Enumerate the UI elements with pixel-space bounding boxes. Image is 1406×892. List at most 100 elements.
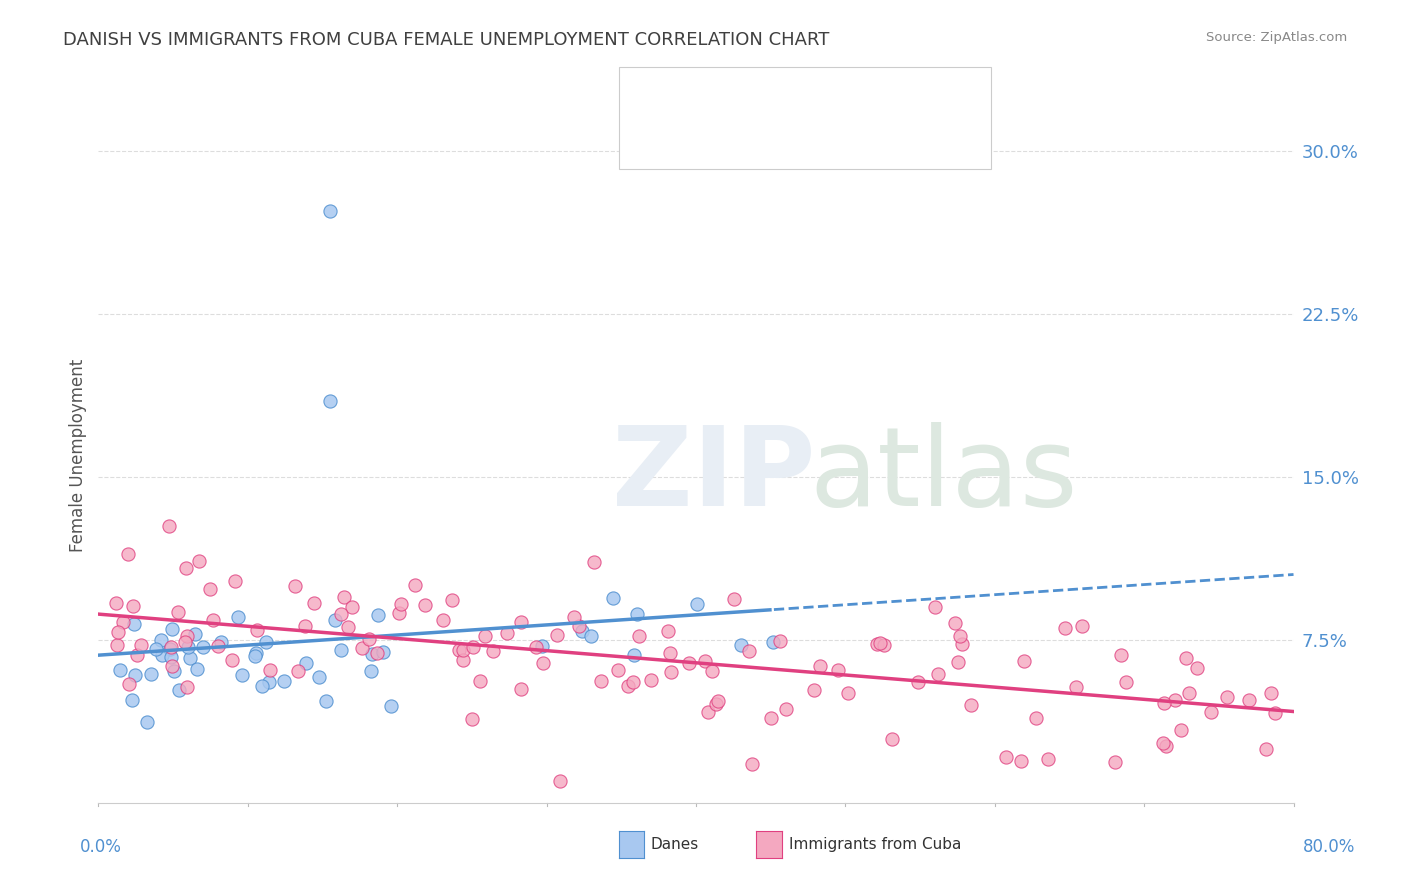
Point [159,641,181,656]
Point [366,646,388,660]
Text: 0.0%: 0.0% [80,838,122,855]
Point [1104,755,1126,769]
Point [1010,754,1032,768]
Point [231,668,253,682]
Point [184,627,207,641]
Point [173,635,195,649]
Point [775,702,797,716]
Point [257,675,280,690]
Point [602,591,624,605]
Point [187,554,209,568]
Point [367,608,389,623]
Point [738,644,761,658]
Point [882,732,904,747]
Point [548,774,571,789]
Point [995,750,1018,764]
Point [129,639,152,653]
Point [907,674,929,689]
Point [202,613,225,627]
Point [741,756,763,771]
Point [254,635,277,649]
Point [360,647,382,661]
Point [1170,723,1192,737]
Point [640,673,662,688]
Point [105,596,128,610]
Text: 0.136: 0.136 [721,87,772,105]
Text: atlas: atlas [810,422,1078,529]
Point [107,625,129,640]
Text: Source: ZipAtlas.com: Source: ZipAtlas.com [1206,31,1347,45]
Point [1153,696,1175,710]
Point [571,624,593,639]
Point [245,646,267,660]
Point [319,393,342,408]
Point [1264,706,1286,720]
Point [124,668,146,682]
Point [453,643,475,657]
Point [1152,736,1174,750]
Point [259,663,281,677]
Point [730,638,752,652]
Point [294,619,316,633]
Point [827,663,849,677]
Point [1036,752,1059,766]
Point [531,656,554,670]
Point [112,615,135,630]
Point [621,674,644,689]
Point [404,578,426,592]
Point [360,664,382,678]
Point [174,560,197,574]
Point [176,629,198,643]
Point [707,694,730,708]
Point [607,663,630,677]
Point [866,637,889,651]
Point [1115,674,1137,689]
Point [950,637,973,651]
Point [150,632,173,647]
Point [160,659,183,673]
Point [352,640,374,655]
Point [160,649,183,664]
Point [546,628,568,642]
Point [141,667,163,681]
Point [287,664,309,678]
Point [702,664,724,678]
Point [359,632,381,647]
Point [1066,680,1088,694]
Point [482,644,505,658]
Point [1025,711,1047,725]
Point [803,683,825,698]
Point [323,613,346,627]
Point [162,622,184,636]
Point [1199,705,1222,719]
Point [723,592,745,607]
Point [391,597,413,611]
Point [678,657,700,671]
Text: -0.283: -0.283 [721,134,779,152]
Point [468,673,491,688]
Text: 122: 122 [844,134,877,152]
Point [695,654,717,668]
Point [626,607,648,622]
Point [221,653,243,667]
Point [474,629,496,643]
Point [319,204,342,219]
Point [118,677,141,691]
Point [617,679,640,693]
Point [179,650,201,665]
Point [380,699,402,714]
Point [948,655,970,669]
Text: N =: N = [801,87,832,105]
Point [872,638,894,652]
Text: R =: R = [675,87,706,105]
Text: N =: N = [801,134,832,152]
Point [685,597,707,611]
Point [1216,690,1239,704]
Point [1254,742,1277,756]
Point [315,694,337,708]
Point [769,634,792,648]
Point [145,642,167,657]
Text: Immigrants from Cuba: Immigrants from Cuba [789,838,962,852]
Point [943,616,966,631]
Point [105,638,128,652]
